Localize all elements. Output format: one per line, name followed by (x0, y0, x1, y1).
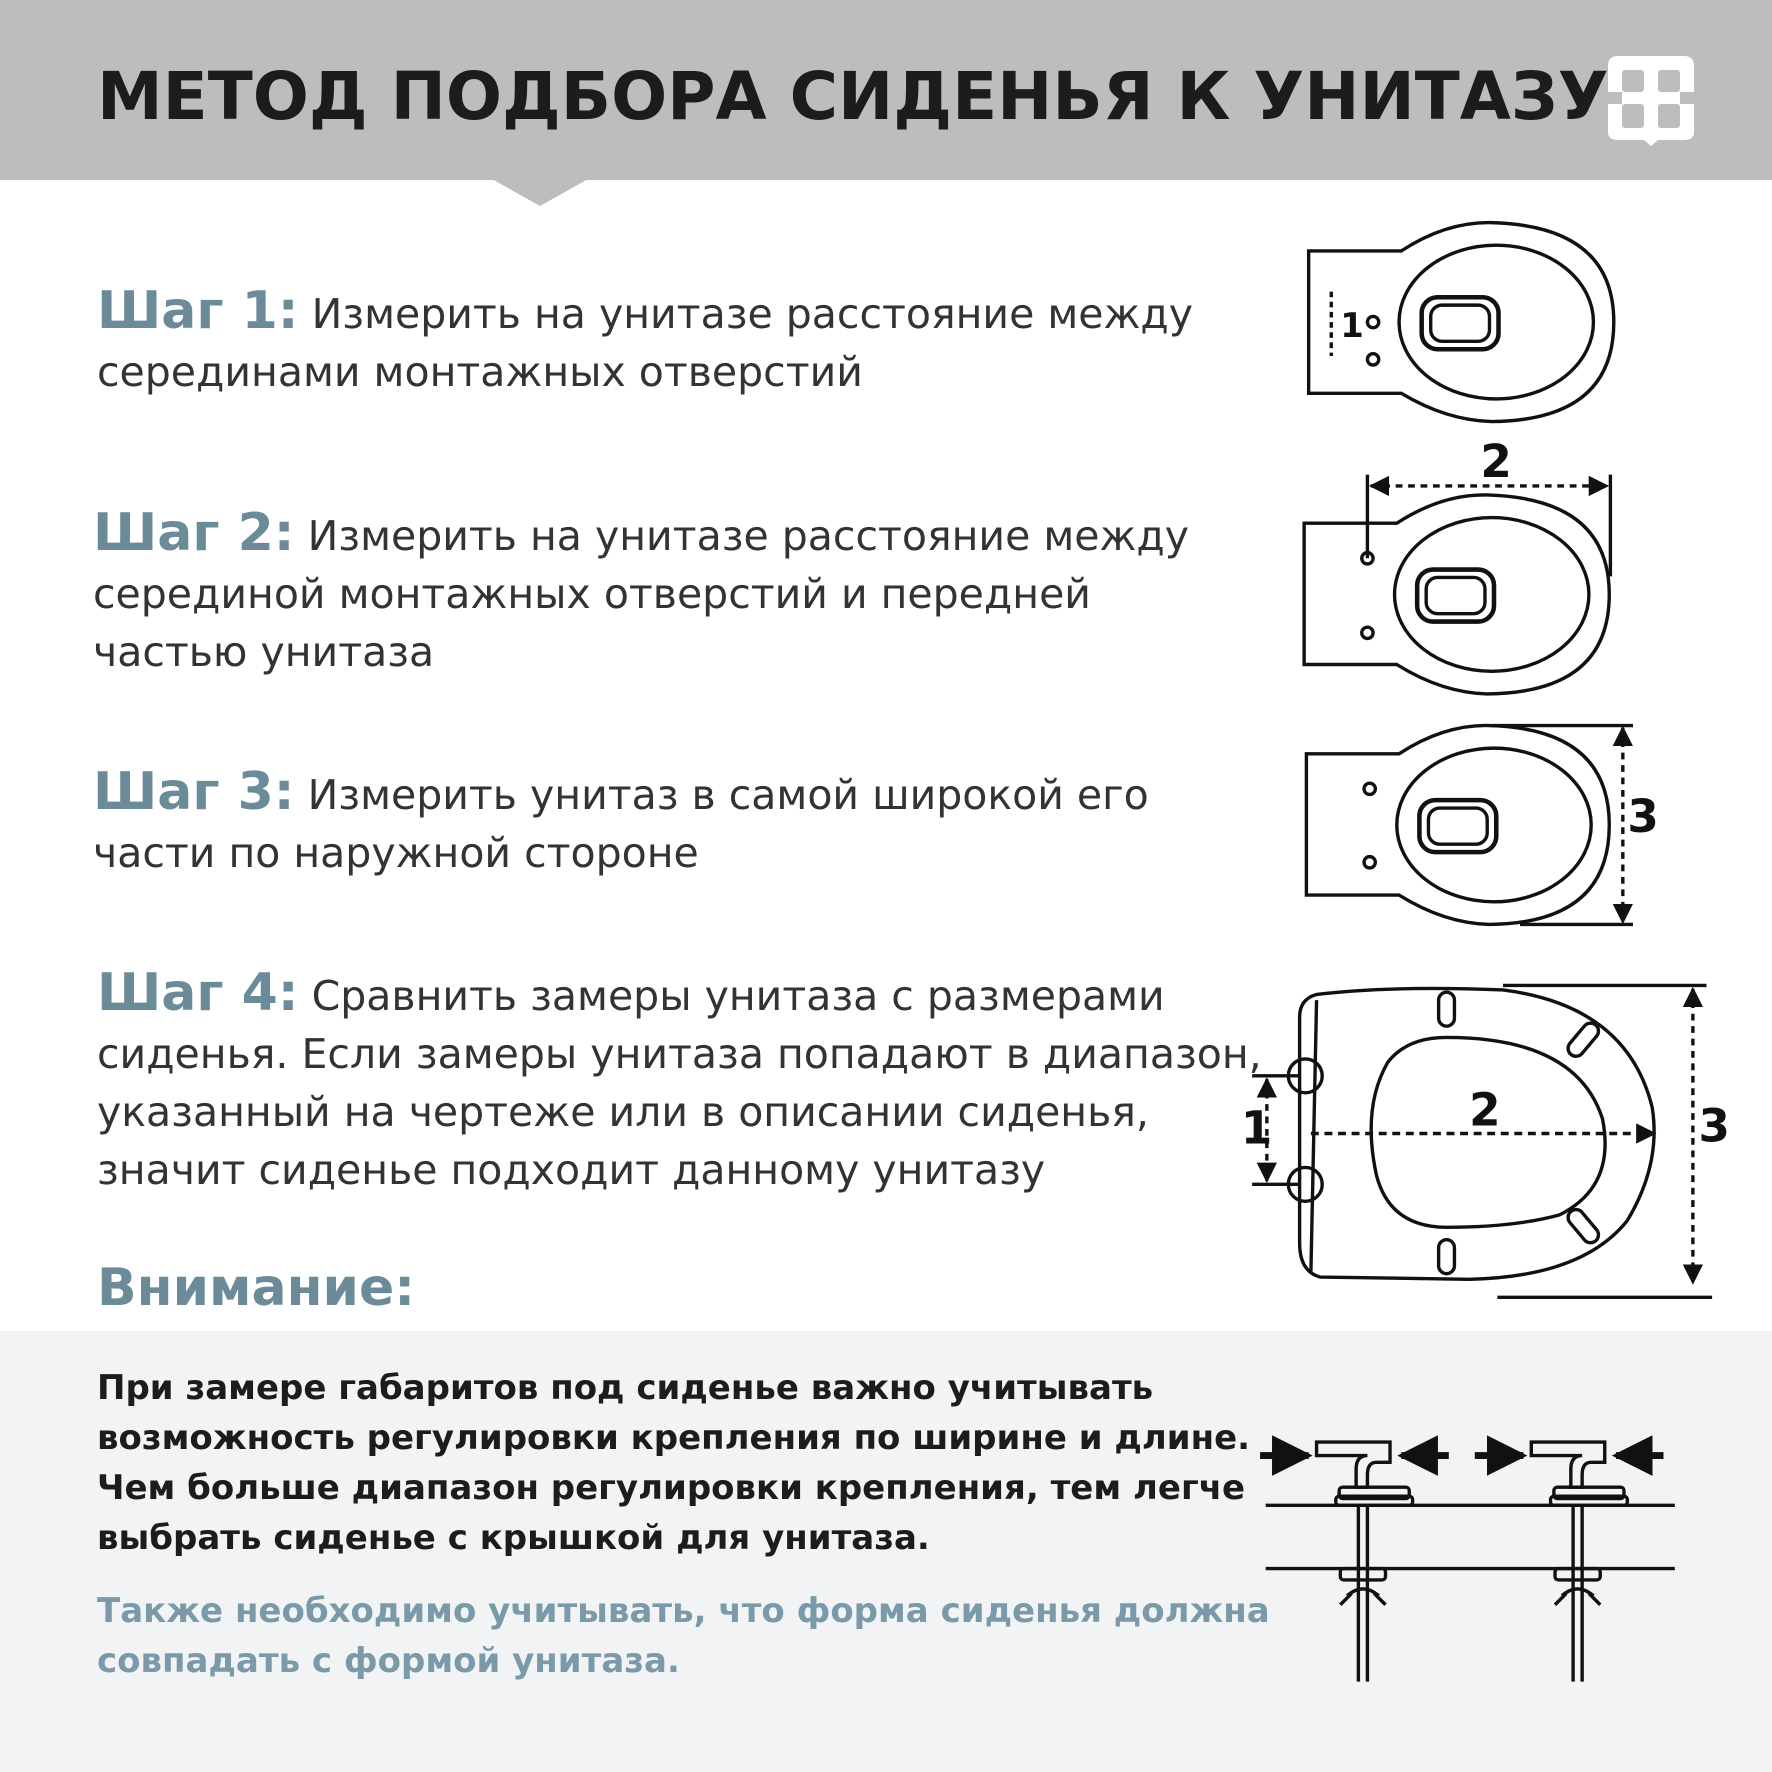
toilet-diagram-step3: 3 (1304, 723, 1659, 927)
seat-diagram-step4: 1 2 3 (1241, 983, 1730, 1300)
step-1: Шаг 1: Измерить на унитазе расстояние ме… (97, 282, 1193, 401)
attention-text: При замере габаритов под сиденье важно у… (97, 1368, 1251, 1558)
step-label: Шаг 2: (93, 503, 295, 563)
step-text: указанный на чертеже или в описании сиде… (97, 1088, 1149, 1136)
header-band (0, 0, 1772, 180)
step-label: Шаг 1: (97, 281, 299, 341)
svg-text:2: 2 (1469, 1084, 1500, 1137)
step-text: части по наружной стороне (93, 829, 699, 877)
header-notch (490, 178, 590, 206)
step-text: серединами монтажных отверстий (97, 348, 863, 396)
step-text: Измерить на унитазе расстояние между (307, 512, 1190, 560)
attention-title: Внимание: (97, 1258, 416, 1318)
attention-note: Также необходимо учитывать, что форма си… (97, 1591, 1270, 1681)
toilet-diagram-step1: 1 (1306, 220, 1616, 424)
svg-text:3: 3 (1699, 1099, 1730, 1152)
step-text: Сравнить замеры унитаза с размерами (311, 972, 1165, 1020)
step-3: Шаг 3: Измерить унитаз в самой широкой е… (93, 763, 1149, 882)
label-1: 1 (1340, 306, 1364, 345)
step-text: частью унитаза (93, 628, 435, 676)
toilet-diagram-step2: 2 (1302, 435, 1613, 696)
brand-logo-icon (1608, 56, 1694, 146)
step-text: Измерить на унитазе расстояние между (311, 290, 1194, 338)
label-3: 3 (1627, 790, 1658, 843)
step-4: Шаг 4: Сравнить замеры унитаза с размера… (97, 964, 1262, 1199)
step-text: Измерить унитаз в самой широкой его (307, 771, 1149, 819)
step-label: Шаг 4: (97, 963, 299, 1023)
step-label: Шаг 3: (93, 762, 295, 822)
step-2: Шаг 2: Измерить на унитазе расстояние ме… (93, 504, 1189, 681)
step-text: сиденья. Если замеры унитаза попадают в … (97, 1030, 1262, 1078)
step-text: серединой монтажных отверстий и передней (93, 570, 1091, 618)
label-2: 2 (1480, 435, 1511, 488)
step-text: значит сиденье подходит данному унитазу (97, 1146, 1046, 1194)
page-title: МЕТОД ПОДБОРА СИДЕНЬЯ К УНИТАЗУ (97, 58, 1609, 135)
